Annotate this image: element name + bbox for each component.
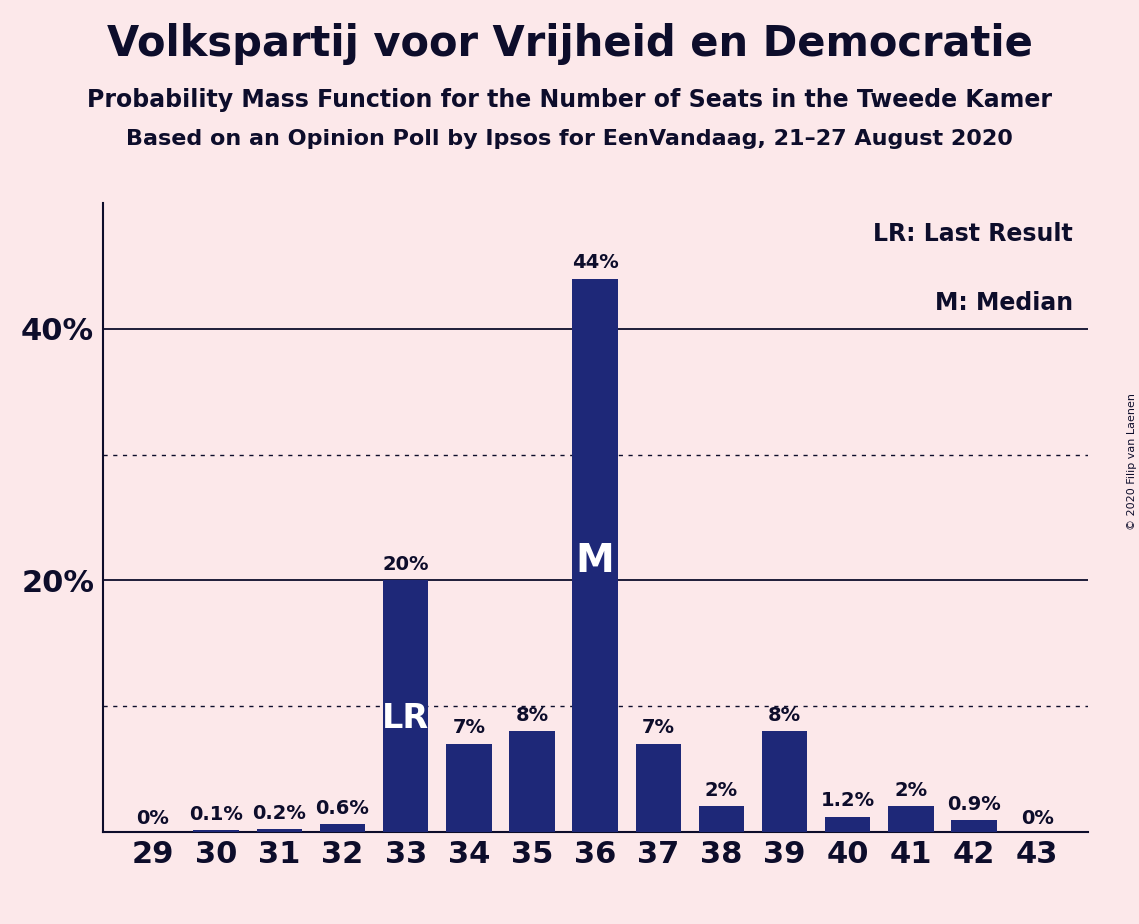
Text: LR: Last Result: LR: Last Result <box>874 222 1073 246</box>
Text: © 2020 Filip van Laenen: © 2020 Filip van Laenen <box>1126 394 1137 530</box>
Text: 7%: 7% <box>641 718 674 737</box>
Text: 0.1%: 0.1% <box>189 805 243 824</box>
Text: 0.2%: 0.2% <box>253 804 306 822</box>
Bar <box>951 821 997 832</box>
Text: 8%: 8% <box>768 706 801 724</box>
Text: 0.9%: 0.9% <box>948 795 1001 814</box>
Text: 8%: 8% <box>516 706 549 724</box>
Text: M: Median: M: Median <box>935 291 1073 315</box>
Bar <box>194 831 239 832</box>
Text: LR: LR <box>382 702 429 735</box>
Text: 1.2%: 1.2% <box>821 791 875 810</box>
Text: Based on an Opinion Poll by Ipsos for EenVandaag, 21–27 August 2020: Based on an Opinion Poll by Ipsos for Ee… <box>126 129 1013 150</box>
Bar <box>446 744 492 832</box>
Text: 0%: 0% <box>1021 808 1054 828</box>
Text: 20%: 20% <box>383 555 429 574</box>
Bar <box>762 731 808 832</box>
Bar <box>888 807 934 832</box>
Bar <box>383 580 428 832</box>
Bar <box>825 817 870 832</box>
Bar <box>509 731 555 832</box>
Text: 7%: 7% <box>452 718 485 737</box>
Bar <box>256 829 302 832</box>
Bar <box>573 279 617 832</box>
Text: Probability Mass Function for the Number of Seats in the Tweede Kamer: Probability Mass Function for the Number… <box>87 88 1052 112</box>
Text: Volkspartij voor Vrijheid en Democratie: Volkspartij voor Vrijheid en Democratie <box>107 23 1032 65</box>
Bar <box>320 824 366 832</box>
Text: 0%: 0% <box>137 808 170 828</box>
Text: M: M <box>575 542 615 580</box>
Text: 44%: 44% <box>572 253 618 273</box>
Bar <box>636 744 681 832</box>
Text: 2%: 2% <box>894 781 927 800</box>
Bar <box>698 807 744 832</box>
Text: 0.6%: 0.6% <box>316 798 369 818</box>
Text: 2%: 2% <box>705 781 738 800</box>
